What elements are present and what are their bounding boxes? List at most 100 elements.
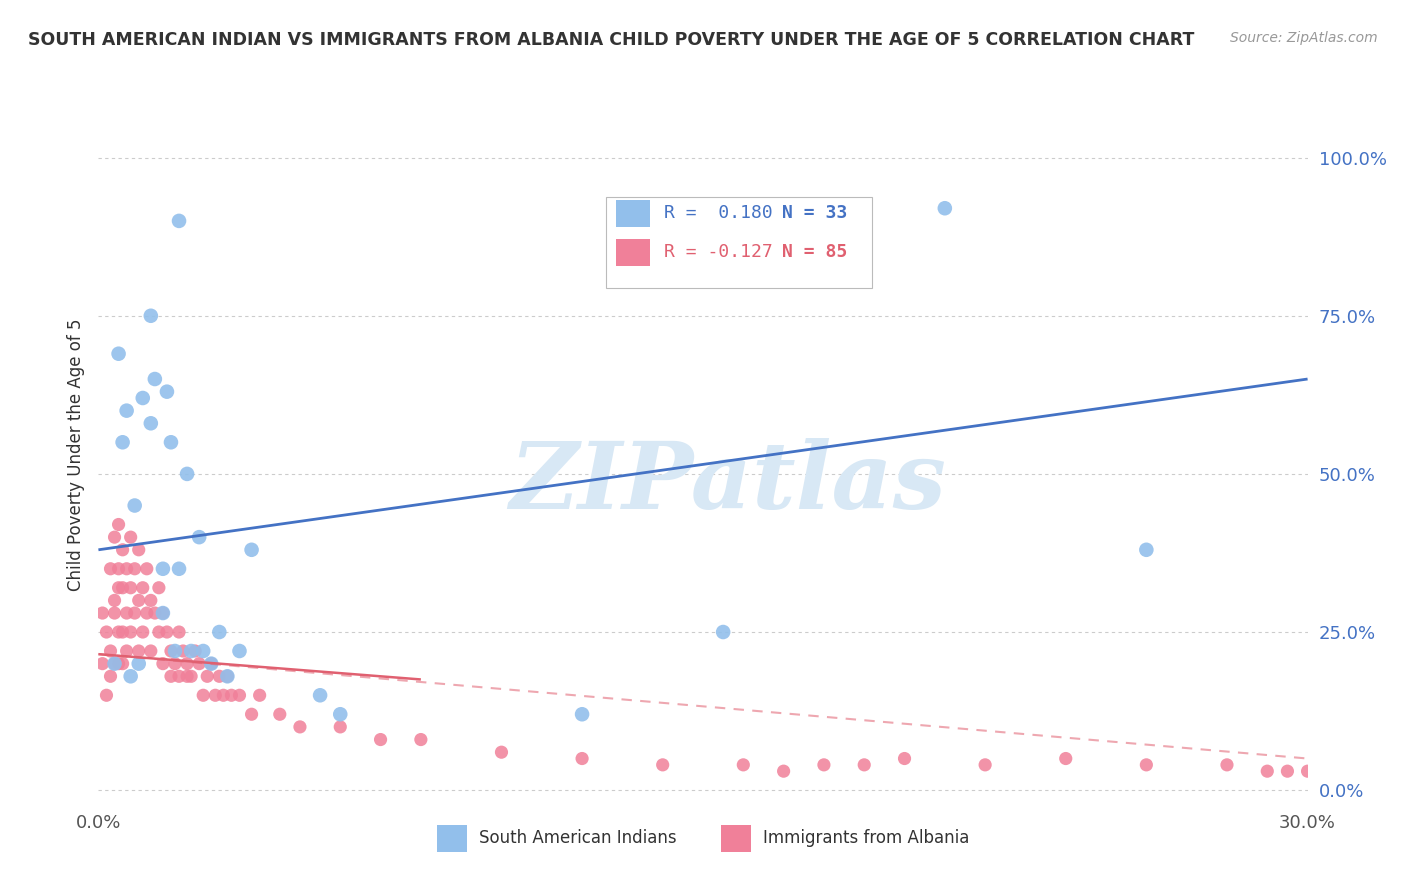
Point (370, 732, 392, 747)
Point (103, 530, 125, 544)
Point (221, 688, 243, 702)
Point (128, 657, 150, 671)
Point (571, 751, 593, 765)
Point (152, 606, 174, 620)
Point (156, 384, 179, 399)
Point (772, 764, 794, 779)
Point (651, 757, 673, 772)
Point (139, 644, 162, 658)
Point (132, 625, 155, 640)
Point (167, 625, 190, 640)
Point (180, 669, 202, 683)
Point (111, 542, 134, 557)
Point (91, 606, 114, 620)
Text: Immigrants from Albania: Immigrants from Albania (763, 830, 970, 847)
Point (160, 644, 183, 658)
FancyBboxPatch shape (606, 197, 872, 288)
Point (163, 644, 186, 658)
Point (148, 625, 170, 640)
Point (176, 467, 198, 481)
Point (160, 435, 183, 450)
Point (143, 372, 166, 386)
Point (139, 593, 162, 607)
Point (1256, 764, 1278, 779)
Point (120, 625, 142, 640)
Point (1135, 542, 1157, 557)
Point (208, 625, 231, 640)
Text: ZIPatlas: ZIPatlas (509, 438, 946, 528)
Point (309, 688, 332, 702)
Y-axis label: Child Poverty Under the Age of 5: Child Poverty Under the Age of 5 (66, 318, 84, 591)
Point (91, 657, 114, 671)
Point (96, 625, 118, 640)
Point (120, 530, 142, 544)
Point (184, 644, 207, 658)
Point (115, 606, 138, 620)
Point (217, 669, 239, 683)
Point (111, 581, 134, 595)
Point (103, 593, 125, 607)
Point (249, 688, 271, 702)
Point (120, 669, 142, 683)
Point (240, 707, 263, 722)
Point (200, 657, 222, 671)
Point (111, 657, 134, 671)
Point (103, 606, 125, 620)
Point (733, 757, 755, 772)
Point (96, 688, 118, 702)
Point (103, 657, 125, 671)
Point (148, 581, 170, 595)
Point (115, 644, 138, 658)
Point (167, 562, 190, 576)
Point (288, 720, 311, 734)
Point (853, 757, 876, 772)
Point (139, 309, 162, 323)
Point (193, 644, 215, 658)
Text: R = -0.127: R = -0.127 (664, 243, 773, 260)
Point (160, 669, 183, 683)
Point (107, 562, 129, 576)
Point (100, 669, 122, 683)
Point (124, 499, 146, 513)
Point (167, 214, 190, 228)
Point (100, 644, 122, 658)
FancyBboxPatch shape (616, 239, 650, 266)
FancyBboxPatch shape (616, 201, 650, 227)
Point (128, 542, 150, 557)
Point (100, 562, 122, 576)
Text: South American Indians: South American Indians (479, 830, 676, 847)
Point (1135, 757, 1157, 772)
Point (228, 688, 250, 702)
Point (120, 581, 142, 595)
Point (115, 562, 138, 576)
Point (491, 745, 513, 759)
Text: SOUTH AMERICAN INDIAN VS IMMIGRANTS FROM ALBANIA CHILD POVERTY UNDER THE AGE OF : SOUTH AMERICAN INDIAN VS IMMIGRANTS FROM… (28, 31, 1195, 49)
Point (107, 517, 129, 532)
Point (1277, 764, 1299, 779)
Text: R =  0.180: R = 0.180 (664, 204, 773, 222)
Point (152, 562, 174, 576)
Point (193, 688, 215, 702)
Point (329, 707, 352, 722)
Point (176, 669, 198, 683)
Point (217, 669, 239, 683)
Point (128, 593, 150, 607)
Point (176, 657, 198, 671)
Point (180, 644, 202, 658)
Point (1216, 757, 1239, 772)
Point (152, 657, 174, 671)
Point (208, 669, 231, 683)
Point (115, 403, 138, 417)
Text: N = 33: N = 33 (782, 204, 846, 222)
Point (124, 606, 146, 620)
Point (571, 707, 593, 722)
FancyBboxPatch shape (721, 825, 751, 852)
Point (111, 625, 134, 640)
Point (188, 530, 211, 544)
Point (329, 720, 352, 734)
Point (974, 757, 997, 772)
Point (212, 688, 235, 702)
Point (139, 417, 162, 431)
FancyBboxPatch shape (437, 825, 467, 852)
Point (240, 542, 263, 557)
